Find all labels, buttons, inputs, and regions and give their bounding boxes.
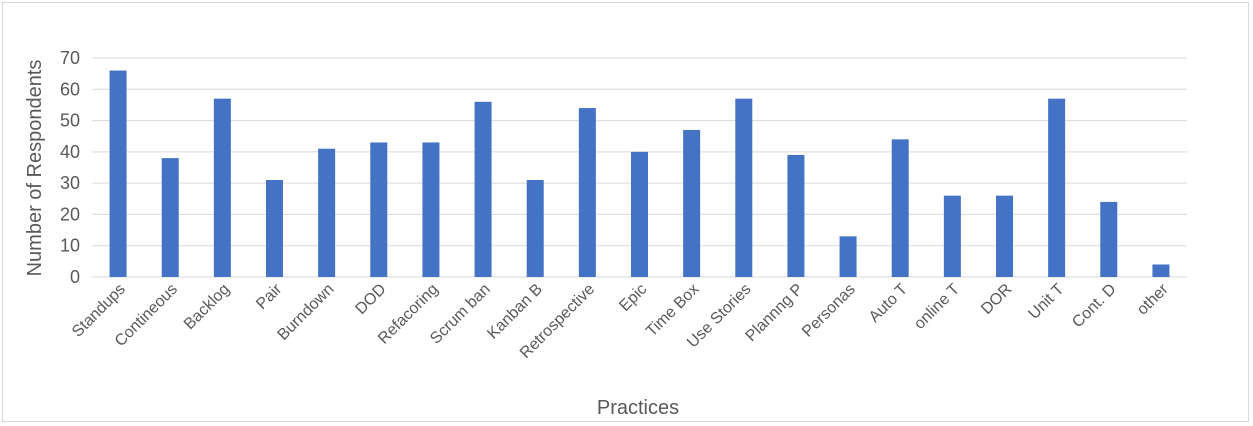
y-tick-labels: 0 10 20 30 40 50 60 70 xyxy=(60,48,80,287)
bar xyxy=(891,139,909,277)
bar xyxy=(631,151,648,277)
bar xyxy=(578,108,596,277)
bar xyxy=(422,142,440,277)
y-tick-label: 30 xyxy=(60,173,80,193)
bar xyxy=(839,236,857,277)
y-tick-label: 0 xyxy=(70,267,80,287)
bars xyxy=(109,70,1170,278)
bar xyxy=(787,154,805,277)
bar xyxy=(996,195,1013,277)
bar xyxy=(735,98,753,278)
bar xyxy=(943,195,961,277)
x-tick-label: other xyxy=(1134,280,1172,318)
x-tick-label: Unit T xyxy=(1025,281,1067,323)
y-axis-title: Number of Respondents xyxy=(24,60,46,277)
y-tick-label: 70 xyxy=(60,48,80,68)
y-tick-label: 10 xyxy=(60,236,80,256)
y-tick-label: 50 xyxy=(60,111,80,131)
x-tick-label: Personas xyxy=(799,281,859,341)
x-axis-title: Practices xyxy=(597,397,679,419)
bar xyxy=(474,101,492,277)
bar xyxy=(213,98,231,278)
bar xyxy=(1152,264,1170,277)
bar xyxy=(266,180,283,277)
bar xyxy=(1100,201,1118,277)
x-tick-label: DOD xyxy=(352,281,389,318)
x-tick-label: Epic xyxy=(616,281,650,315)
bar xyxy=(109,70,127,277)
x-tick-label: Pair xyxy=(253,280,286,313)
bar xyxy=(683,129,701,277)
x-tick-label: online T xyxy=(911,281,963,333)
x-tick-label: Auto T xyxy=(866,281,911,326)
x-tick-label: Burndown xyxy=(275,281,338,344)
bar xyxy=(161,158,179,277)
bar xyxy=(370,142,388,277)
bar xyxy=(1048,98,1066,278)
y-tick-label: 40 xyxy=(60,142,80,162)
x-tick-label: Backlog xyxy=(181,281,233,333)
x-tick-label: DOR xyxy=(978,281,1015,318)
bar xyxy=(526,180,544,277)
bar xyxy=(318,148,336,277)
y-tick-label: 60 xyxy=(60,79,80,99)
x-tick-label: Cont. D xyxy=(1069,281,1119,331)
y-tick-label: 20 xyxy=(60,204,80,224)
